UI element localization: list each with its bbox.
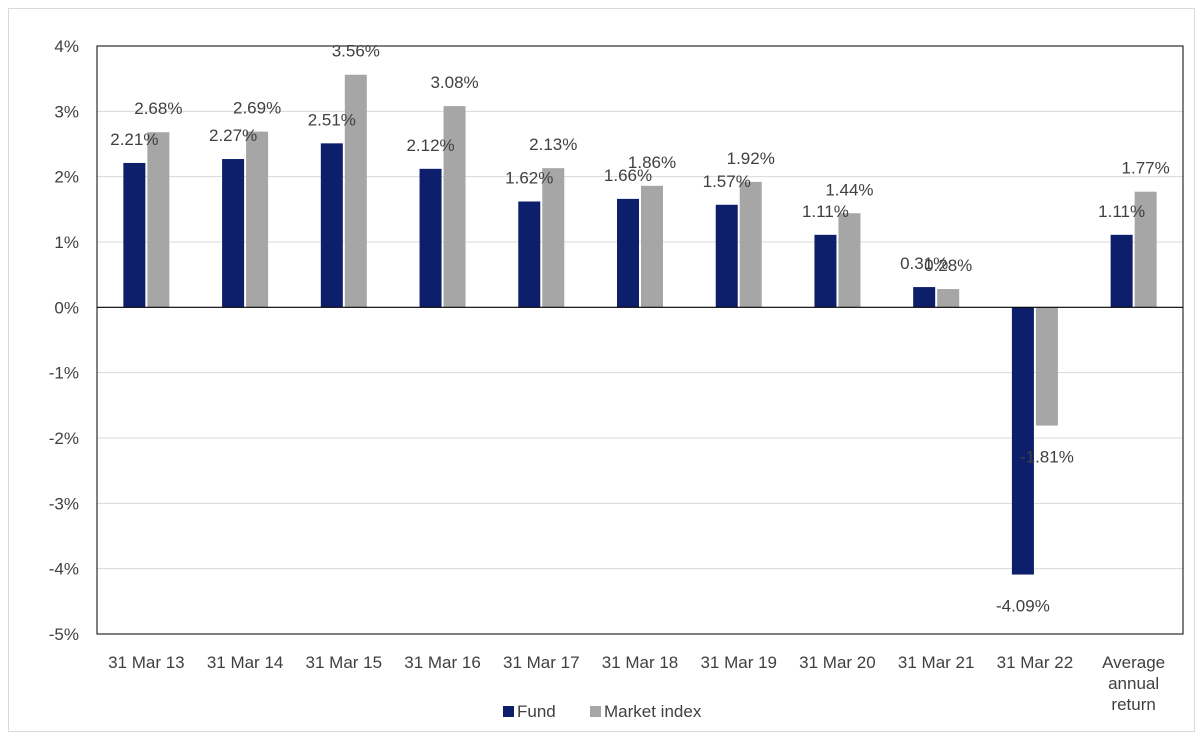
market-index-data-label: 2.13% (529, 135, 577, 154)
market-index-data-label: 1.86% (628, 153, 676, 172)
x-tick-label: 31 Mar 14 (207, 653, 284, 672)
x-tick-label: 31 Mar 18 (602, 653, 679, 672)
market-index-bar (443, 106, 466, 308)
x-tick-label: Average (1102, 653, 1165, 672)
market-index-bar (1035, 307, 1058, 426)
plot-border (96, 45, 1184, 635)
market-index-data-label: 1.44% (825, 180, 873, 199)
y-tick-label: -3% (49, 494, 79, 513)
fund-data-label: 2.12% (406, 136, 454, 155)
market-index-data-label: 1.77% (1122, 159, 1170, 178)
y-tick-label: 2% (54, 168, 79, 187)
fund-data-label: -4.09% (996, 597, 1050, 616)
fund-bar (419, 168, 442, 308)
x-tick-label: 31 Mar 15 (306, 653, 383, 672)
fund-bar (617, 198, 639, 308)
market-index-bar (739, 181, 762, 308)
fund-bar (123, 162, 146, 308)
market-index-data-label: 1.92% (727, 149, 775, 168)
market-index-bar (838, 213, 861, 308)
x-tick-label: return (1111, 695, 1155, 714)
fund-bar (913, 287, 936, 308)
market-index-data-label: 2.68% (134, 99, 182, 118)
y-tick-label: -2% (49, 429, 79, 448)
y-tick-label: -5% (49, 625, 79, 644)
x-tick-label: 31 Mar 20 (799, 653, 876, 672)
y-tick-label: 0% (54, 298, 79, 317)
fund-bar (518, 201, 541, 308)
x-tick-label: 31 Mar 17 (503, 653, 580, 672)
fund-data-label: 2.51% (308, 110, 356, 129)
fund-bar (320, 143, 343, 308)
fund-data-label: 2.21% (110, 130, 158, 149)
market-index-data-label: -1.81% (1020, 448, 1074, 467)
market-index-bar (246, 131, 269, 308)
y-tick-label: 3% (54, 102, 79, 121)
fund-data-label: 2.27% (209, 126, 257, 145)
y-tick-label: -1% (49, 364, 79, 383)
fund-data-label: 0.31% (900, 254, 948, 273)
legend-label-fund: Fund (517, 702, 556, 721)
market-index-bar (937, 289, 960, 308)
market-index-bar (1134, 191, 1157, 308)
y-tick-label: 4% (54, 37, 79, 56)
fund-data-label: 1.11% (1098, 202, 1145, 221)
market-index-bar (641, 185, 663, 308)
fund-bar (1110, 234, 1133, 308)
x-tick-label: annual (1108, 674, 1159, 693)
fund-data-label: 1.57% (703, 172, 751, 191)
market-index-data-label: 3.56% (332, 42, 380, 61)
market-index-bar (542, 168, 565, 308)
market-index-bar (344, 74, 367, 308)
legend-label-market-index: Market index (604, 702, 702, 721)
market-index-data-label: 3.08% (430, 73, 478, 92)
x-tick-label: 31 Mar 21 (898, 653, 975, 672)
market-index-data-label: 0.28% (924, 256, 972, 275)
y-tick-label: -4% (49, 560, 79, 579)
legend-swatch-market-index (590, 706, 601, 717)
market-index-data-label: 2.69% (233, 99, 281, 118)
fund-bar (222, 159, 245, 308)
x-tick-label: 31 Mar 19 (700, 653, 777, 672)
fund-bar (814, 234, 837, 308)
x-tick-label: 31 Mar 13 (108, 653, 185, 672)
x-tick-label: 31 Mar 22 (997, 653, 1074, 672)
legend-swatch-fund (503, 706, 514, 717)
fund-data-label: 1.62% (505, 168, 553, 187)
fund-data-label: 1.66% (604, 166, 652, 185)
x-tick-label: 31 Mar 16 (404, 653, 481, 672)
market-index-bar (147, 132, 170, 308)
y-tick-label: 1% (54, 233, 79, 252)
fund-data-label: 1.11% (802, 202, 849, 221)
chart-frame (8, 8, 1195, 732)
fund-bar (1011, 307, 1034, 575)
fund-bar (715, 204, 738, 308)
